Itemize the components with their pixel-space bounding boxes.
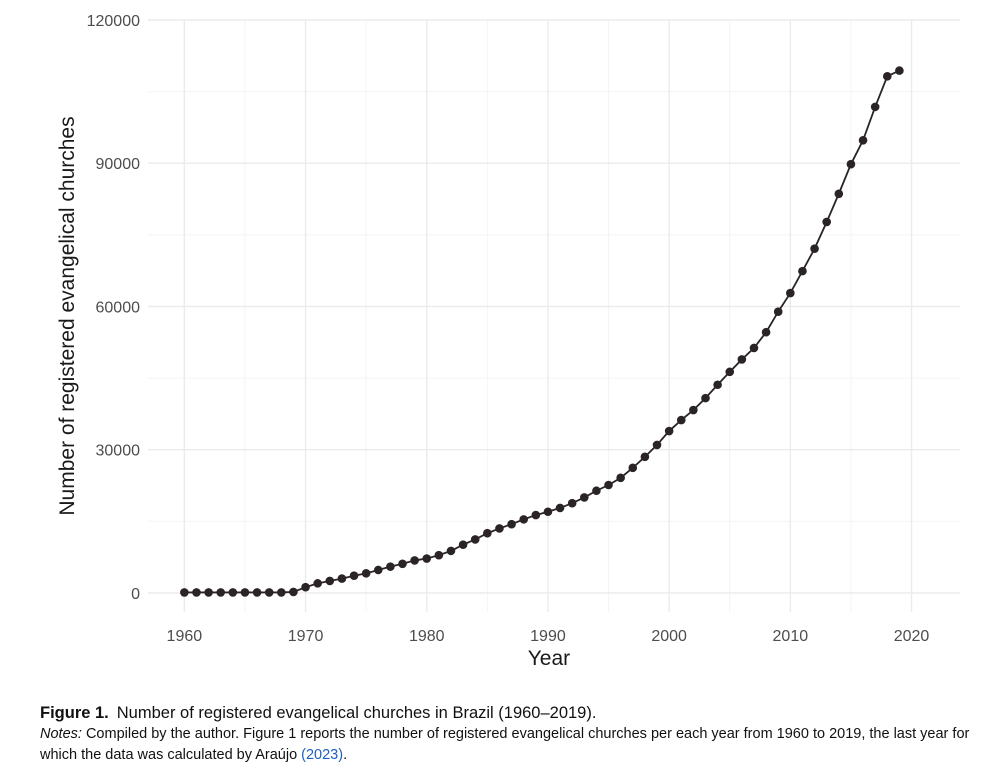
x-tick-label: 2010 [773,628,809,645]
data-point [761,327,771,337]
data-point [495,524,504,533]
data-point [216,588,226,597]
data-point [652,440,662,450]
data-point [555,503,565,513]
data-point [349,571,359,581]
data-point [543,507,553,517]
x-tick-label: 1960 [167,628,203,645]
data-point [228,588,238,597]
caption-notes: Notes: Compiled by the author. Figure 1 … [40,724,985,766]
data-points [180,66,904,597]
y-tick-label: 0 [131,586,140,603]
data-point [373,565,383,575]
notes-text: Compiled by the author. Figure 1 reports… [40,726,970,763]
data-point [592,486,601,496]
data-point [446,546,456,556]
data-point [301,582,310,592]
y-tick-label: 90000 [96,156,141,173]
data-point [616,473,625,483]
data-point [604,480,613,490]
data-point [398,559,407,569]
data-point [628,463,638,473]
data-point [192,588,201,597]
data-point [386,562,395,571]
y-tick-label: 60000 [96,299,141,316]
x-tick-label: 1970 [288,628,324,645]
data-point [834,189,844,199]
reference-link[interactable]: (2023) [301,747,344,763]
x-tick-label: 2000 [651,628,687,645]
data-point [713,380,722,390]
x-axis-title: Year [528,647,570,670]
data-point [773,307,783,317]
data-point [846,159,856,169]
figure-label: Figure 1. [40,704,109,722]
data-point [798,266,807,276]
x-tick-label: 1990 [530,628,566,645]
axis-ticks: 1960 1970 1980 1990 2000 2010 2020 0 30000 60000 9… [87,13,930,645]
data-point [701,393,710,403]
data-point [180,588,189,597]
data-point [313,579,322,588]
line-chart: 1960 1970 1980 1990 2000 2010 2020 0 30000 60000 9… [56,13,960,670]
data-point [579,493,589,502]
data-point [289,587,298,597]
data-point [870,102,880,112]
data-point [737,355,747,364]
data-point [252,588,262,597]
data-point [325,576,335,586]
data-point [519,515,529,524]
data-point [337,574,347,583]
data-point [470,535,480,544]
notes-end: . [343,747,348,763]
data-point [725,367,735,377]
data-point [531,510,541,520]
figure-title: Number of registered evangelical churche… [116,704,597,722]
data-point [204,588,213,597]
data-point [640,452,650,462]
data-point [810,244,819,253]
data-point [822,217,831,227]
data-point [507,519,516,529]
data-point [786,288,795,298]
x-tick-label: 2020 [894,628,930,645]
data-point [422,554,432,563]
data-point [264,588,274,597]
y-tick-label: 30000 [96,443,141,460]
data-point [567,498,577,508]
data-point [240,588,250,597]
data-point [882,72,892,81]
grid [148,19,960,612]
y-tick-label: 120000 [87,13,140,30]
data-point [858,136,868,145]
series-line [184,69,900,594]
data-point [676,415,686,425]
x-tick-label: 1980 [409,628,445,645]
data-point [410,556,419,565]
data-point [483,528,492,538]
caption-title-line: Figure 1. Number of registered evangelica… [40,702,985,724]
data-point [664,426,674,436]
data-point [361,569,371,578]
data-point [749,343,759,353]
notes-label: Notes: [40,726,82,742]
figure-caption: Figure 1. Number of registered evangelica… [40,702,985,766]
data-point [434,550,444,560]
y-axis-title: Number of registered evangelical churche… [56,116,79,515]
data-point [689,405,698,415]
data-point [895,66,904,75]
data-point [277,588,286,597]
data-point [458,540,468,549]
